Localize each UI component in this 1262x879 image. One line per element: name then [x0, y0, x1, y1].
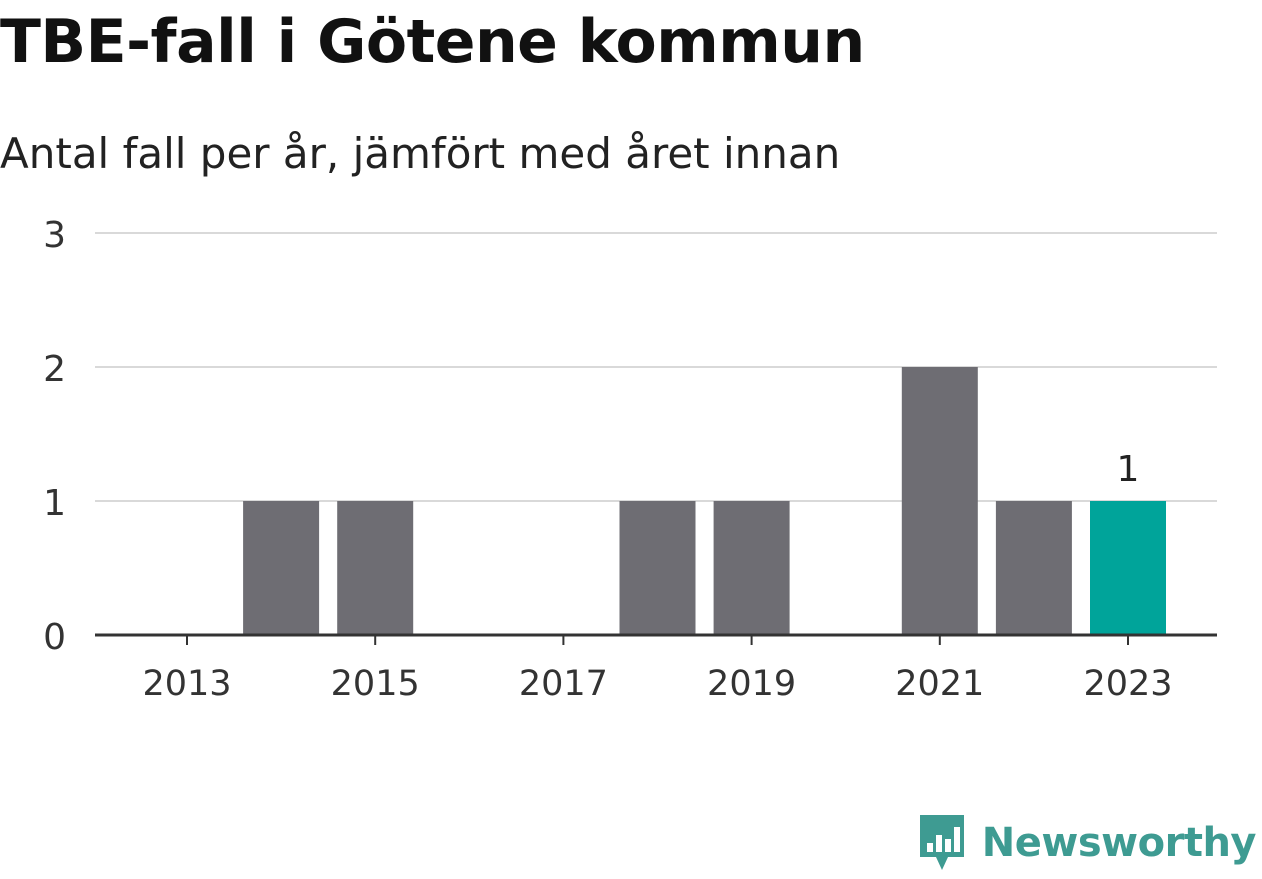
chart-subtitle: Antal fall per år, jämfört med året inna… [0, 129, 841, 178]
x-tick-label: 2015 [331, 664, 420, 704]
bar-2015 [337, 501, 414, 635]
x-tick-label: 2013 [142, 664, 231, 704]
y-tick-label: 2 [43, 349, 66, 390]
x-tick-label: 2023 [1083, 664, 1172, 704]
bar-2022 [995, 501, 1072, 635]
x-tick-label: 2021 [895, 664, 984, 704]
x-tick-label: 2019 [707, 664, 796, 704]
x-tick-label: 2017 [519, 664, 608, 704]
y-tick-label: 0 [43, 617, 66, 658]
y-tick-label: 3 [43, 215, 66, 256]
bar-2023 [1090, 501, 1166, 635]
brand-name: Newsworthy [981, 820, 1257, 866]
bar-2018 [619, 501, 696, 635]
chart-title: TBE-fall i Götene kommun [0, 7, 865, 77]
newsworthy-logo-icon [919, 815, 964, 870]
bar-2021 [901, 367, 978, 635]
brand-logo: Newsworthy [916, 813, 1257, 873]
y-tick-label: 1 [43, 483, 66, 524]
data-label: 1 [1117, 449, 1140, 490]
bar-2014 [243, 501, 320, 635]
bar-2019 [713, 501, 790, 635]
